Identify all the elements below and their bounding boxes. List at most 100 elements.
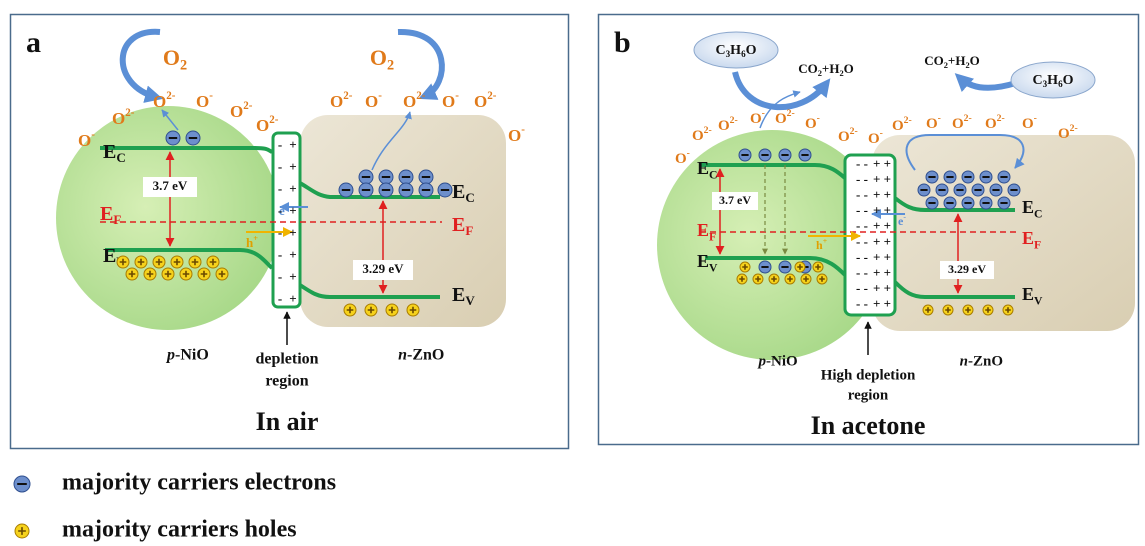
electron	[166, 131, 180, 145]
charge-sign: -	[278, 291, 282, 306]
text-run: E	[103, 245, 116, 267]
legend-label: majority carriers electrons	[62, 470, 336, 496]
hole	[813, 262, 823, 272]
hole	[740, 262, 750, 272]
charge-sign: -	[278, 247, 282, 262]
hole	[144, 268, 156, 280]
text-run: H	[730, 43, 741, 58]
electron	[399, 183, 413, 197]
text-run: E	[452, 181, 465, 203]
text-run: F	[113, 212, 121, 227]
electron	[799, 149, 811, 161]
electron	[739, 149, 751, 161]
charge-sign: - -	[856, 265, 868, 280]
charge-sign: - -	[856, 156, 868, 171]
gap-label: 3.7 eV	[719, 193, 751, 207]
hole	[153, 256, 165, 268]
material-label: p	[165, 347, 175, 364]
electron	[759, 261, 771, 273]
electron	[359, 183, 373, 197]
text-run: 2-	[416, 90, 426, 102]
junction-label: region	[265, 373, 308, 390]
hole	[801, 274, 811, 284]
hole	[189, 256, 201, 268]
text-run: F	[1034, 238, 1041, 251]
hole	[785, 274, 795, 284]
charge-sign: + +	[873, 218, 891, 233]
molecule-label: C3H6O	[716, 43, 757, 59]
charge-sign: +	[289, 137, 296, 152]
text-run: O	[196, 92, 209, 111]
electron	[14, 476, 30, 492]
material-label: -NiO	[766, 353, 798, 369]
text-run: O	[1022, 116, 1034, 132]
text-run: O	[474, 92, 487, 111]
charge-sign: - -	[856, 172, 868, 187]
material-label: n	[960, 353, 968, 369]
text-run: 2-	[269, 114, 279, 126]
material-label: -ZnO	[968, 353, 1003, 369]
text-run: 2-	[964, 113, 972, 124]
hole	[407, 304, 419, 316]
hole	[1003, 305, 1013, 315]
text-run: O	[868, 131, 880, 147]
hole	[344, 304, 356, 316]
text-run: +H	[948, 53, 966, 68]
text-run: 2-	[997, 113, 1005, 124]
text-run: O	[805, 116, 817, 132]
text-run: O	[985, 116, 997, 132]
text-run: +H	[822, 61, 840, 76]
text-run: -	[455, 90, 459, 102]
electron	[339, 183, 353, 197]
molecule-label: CO2+H2O	[798, 61, 854, 78]
gap-label: 3.29 eV	[362, 261, 404, 276]
hole	[963, 305, 973, 315]
text-run: 2-	[243, 100, 253, 112]
charge-sign: - -	[856, 234, 868, 249]
hole	[386, 304, 398, 316]
text-run: E	[103, 141, 116, 163]
junction-label: High depletion	[821, 367, 916, 383]
text-run: O	[746, 43, 757, 58]
text-run: V	[709, 261, 718, 274]
molecule-label: CO2+H2O	[924, 53, 980, 70]
text-run: O	[838, 129, 850, 145]
molecule-label: C3H6O	[1033, 73, 1074, 89]
text-run: O	[1063, 73, 1074, 88]
text-run: -	[91, 129, 95, 141]
charge-sign: + +	[873, 156, 891, 171]
text-run: 2-	[904, 115, 912, 126]
text-run: 2-	[787, 108, 795, 119]
text-run: O	[970, 53, 980, 68]
electron	[998, 171, 1010, 183]
charge-sign: +	[289, 181, 296, 196]
text-run: -	[938, 113, 941, 124]
text-run: O	[892, 118, 904, 134]
legend-label: majority carriers holes	[62, 517, 297, 543]
charge-sign: +	[289, 225, 296, 240]
text-run: C	[716, 43, 726, 58]
text-run: E	[1022, 228, 1034, 248]
hole	[162, 268, 174, 280]
hole	[365, 304, 377, 316]
text-run: -	[687, 148, 690, 159]
electron	[379, 170, 393, 184]
text-run: O	[750, 111, 762, 127]
text-run: E	[1022, 197, 1034, 217]
text-run: +	[253, 233, 258, 243]
text-run: -	[285, 201, 288, 211]
text-run: O	[230, 102, 243, 121]
text-run: O	[844, 61, 854, 76]
charge-sign: +	[289, 159, 296, 174]
charge-sign: - -	[856, 203, 868, 218]
charge-sign: - -	[856, 218, 868, 233]
charge-sign: - -	[856, 187, 868, 202]
charge-sign: -	[278, 269, 282, 284]
text-run: -	[880, 128, 883, 139]
hole	[943, 305, 953, 315]
electron	[926, 171, 938, 183]
text-run: C	[1034, 207, 1042, 220]
hole	[769, 274, 779, 284]
text-run: O	[163, 45, 180, 70]
hole	[216, 268, 228, 280]
